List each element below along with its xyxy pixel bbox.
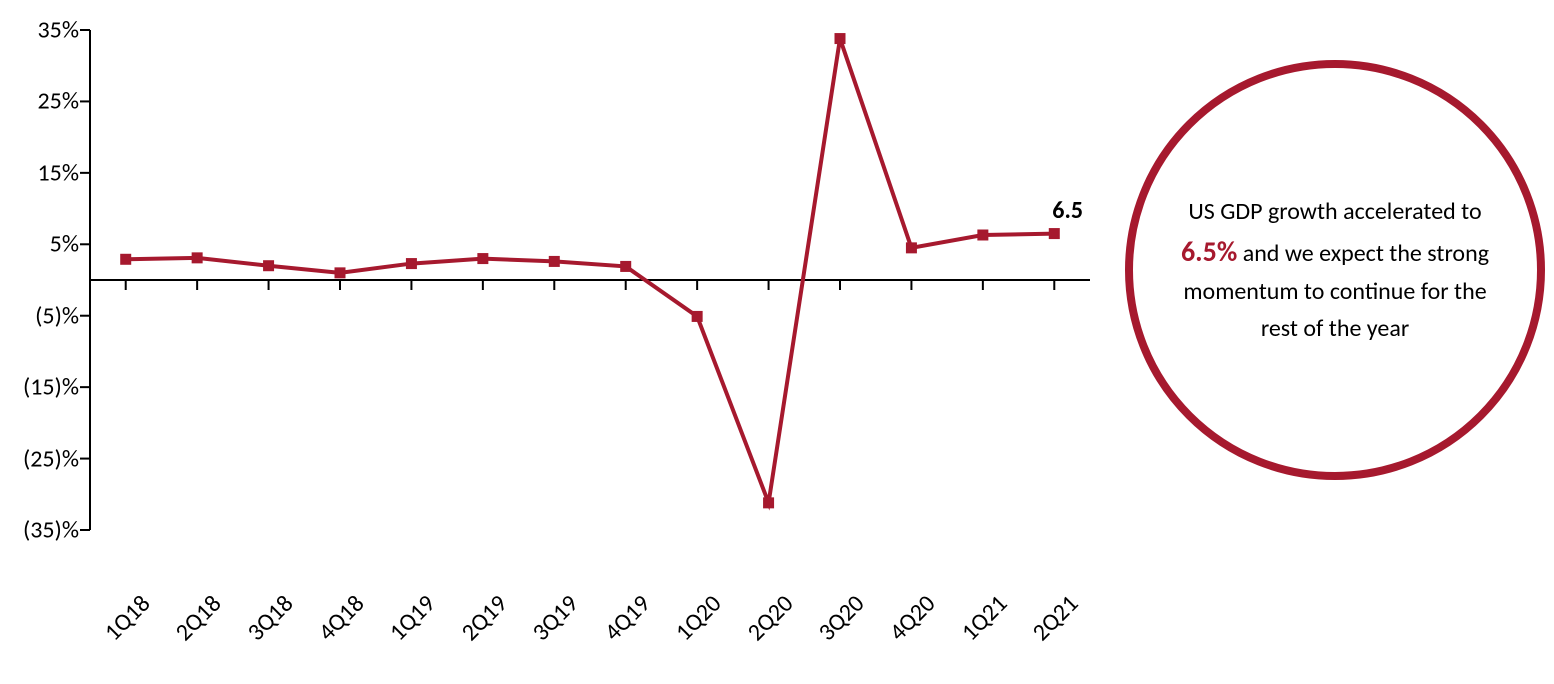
callout-text: US GDP growth accelerated to 6.5% and we… <box>1173 193 1497 348</box>
callout-highlight: 6.5% <box>1181 234 1237 269</box>
gdp-chart-container: (35)%(25)%(15)%(5)%5%15%25%35% 1Q182Q183… <box>0 0 1554 684</box>
y-tick-label: (15)% <box>23 373 79 402</box>
y-tick-label: 25% <box>38 87 79 116</box>
y-tick-label: (25)% <box>23 444 79 473</box>
y-tick-label: 15% <box>38 158 79 187</box>
y-tick-label: (5)% <box>35 301 79 330</box>
y-tick-label: 35% <box>38 16 79 45</box>
y-tick-label: (35)% <box>23 516 79 545</box>
callout-text-before: US GDP growth accelerated to <box>1188 197 1481 226</box>
y-tick-label: 5% <box>50 230 79 259</box>
callout-circle: US GDP growth accelerated to 6.5% and we… <box>1125 60 1545 480</box>
last-point-label: 6.5 <box>1052 196 1083 225</box>
